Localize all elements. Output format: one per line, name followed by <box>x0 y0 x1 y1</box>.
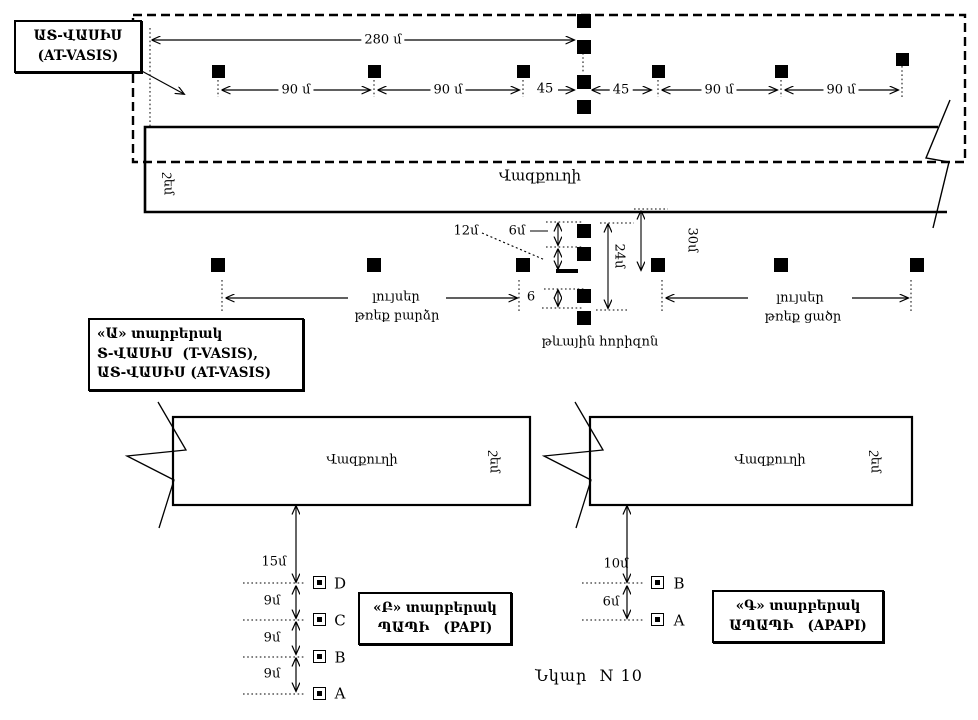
papi-light-letter: A <box>334 684 346 703</box>
wingbar-extension-ticks <box>542 208 668 311</box>
papi-light-letter: B <box>334 648 346 667</box>
dim-90m-label: 90 մ <box>701 83 737 97</box>
papi-runway-outline <box>124 401 532 529</box>
wingbar-light-square <box>577 289 591 303</box>
variant-b-line2: ՊԱՊԻ (PAPI) <box>377 619 493 636</box>
variant-a-line2: Տ-ՎԱՍԻՍ (T-VASIS), <box>97 345 258 362</box>
glidepath-indication-arrows <box>221 280 912 312</box>
dim-24m-label: 24մ <box>611 243 627 269</box>
light-square <box>367 258 381 272</box>
apapi-light-letter: A <box>673 611 685 630</box>
wingbar-light-square <box>577 224 591 238</box>
variant-a-line3: ԱՏ-ՎԱՍԻՍ (AT-VASIS) <box>97 365 272 382</box>
at-vasis-label-box: ԱՏ-ՎԱՍԻՍ (AT-VASIS) <box>14 20 142 74</box>
dim-10m-label: 10մ <box>603 556 629 572</box>
apapi-light-icon <box>651 613 664 626</box>
figure-caption: Նկար N 10 <box>535 666 643 685</box>
light-square <box>652 65 665 78</box>
light-square <box>212 65 225 78</box>
dim-280m-label: 280 մ <box>361 33 405 47</box>
apapi-light-letter: B <box>673 574 685 593</box>
variant-a-line1: «Ա» տարբերակ <box>97 326 223 342</box>
light-square <box>910 258 924 272</box>
fly-lower-text: թռեք ցածր <box>764 309 842 325</box>
dim-90m-label: 90 մ <box>278 83 314 97</box>
dim-12m-label: 12մ <box>453 223 479 239</box>
wingbar-light-square <box>577 14 591 28</box>
wingbar-light-square <box>577 40 591 54</box>
light-square <box>651 258 665 272</box>
wingbar-light-square <box>577 247 591 261</box>
at-vasis-line2: (AT-VASIS) <box>37 47 119 64</box>
variant-b-label-box: «Բ» տարբերակ ՊԱՊԻ (PAPI) <box>358 592 512 646</box>
papi-light-icon <box>313 687 326 700</box>
threshold-label: շեմ <box>160 172 176 196</box>
threshold-label: շեմ <box>486 450 502 474</box>
at-vasis-zone-outline <box>131 13 967 164</box>
light-square <box>896 53 909 66</box>
dim-15m-label: 15մ <box>261 554 287 570</box>
runway-label: Վազքուղի <box>326 452 398 468</box>
top-runway-outline <box>143 99 951 229</box>
at-vasis-line1: ԱՏ-ՎԱՍԻՍ <box>33 28 123 44</box>
dim-90m-label: 90 մ <box>823 83 859 97</box>
dim-45m-label: 45 <box>609 83 633 97</box>
light-square <box>516 258 530 272</box>
papi-light-letter: C <box>334 611 346 630</box>
runway-centerline-mark <box>556 269 578 273</box>
wingbar-light-square <box>577 311 591 325</box>
dim-90m-label: 90 մ <box>430 83 466 97</box>
papi-light-icon <box>313 576 326 589</box>
dim-45m-label: 45 <box>536 81 554 97</box>
fly-higher-text: թռեք բարձր <box>354 308 440 324</box>
dim-9m-label: 9մ <box>263 630 281 646</box>
dim-30m-label: 30մ <box>684 227 700 253</box>
variant-a-label-box: «Ա» տարբերակ Տ-ՎԱՍԻՍ (T-VASIS), ԱՏ-ՎԱՍԻՍ… <box>88 318 304 391</box>
dim-9m-label: 9մ <box>263 666 281 682</box>
threshold-label: շեմ <box>867 450 883 474</box>
runway-label: Վազքուղի <box>498 166 582 185</box>
light-square <box>775 65 788 78</box>
runway-label: Վազքուղի <box>734 452 806 468</box>
top-extension-lines <box>217 53 903 97</box>
light-square <box>774 258 788 272</box>
wingbar-light-square <box>577 100 591 114</box>
apapi-light-icon <box>651 576 664 589</box>
light-square <box>368 65 381 78</box>
dim-9m-label: 9մ <box>263 593 281 609</box>
dim-6-label: 6 <box>526 289 536 305</box>
papi-light-icon <box>313 613 326 626</box>
variant-c-line2: ԱՊԱՊԻ (APAPI) <box>729 617 867 634</box>
wingbar-dimension-lines <box>481 211 641 308</box>
variant-c-label-box: «Գ» տարբերակ ԱՊԱՊԻ (APAPI) <box>712 590 884 644</box>
apapi-runway-outline <box>541 401 914 529</box>
fly-higher-text: լույսեր <box>372 289 420 305</box>
dim-6m-label: 6մ <box>508 223 526 239</box>
wing-bar-caption: թևային հորիզոն <box>541 334 659 350</box>
wingbar-light-square <box>577 75 591 89</box>
fly-lower-text: լույսեր <box>776 290 824 306</box>
papi-light-icon <box>313 650 326 663</box>
variant-b-line1: «Բ» տարբերակ <box>373 600 497 616</box>
papi-light-letter: D <box>333 574 347 593</box>
light-square <box>211 258 225 272</box>
dim-6m-label: 6մ <box>602 594 620 610</box>
variant-c-line1: «Գ» տարբերակ <box>735 598 861 614</box>
light-square <box>517 65 530 78</box>
